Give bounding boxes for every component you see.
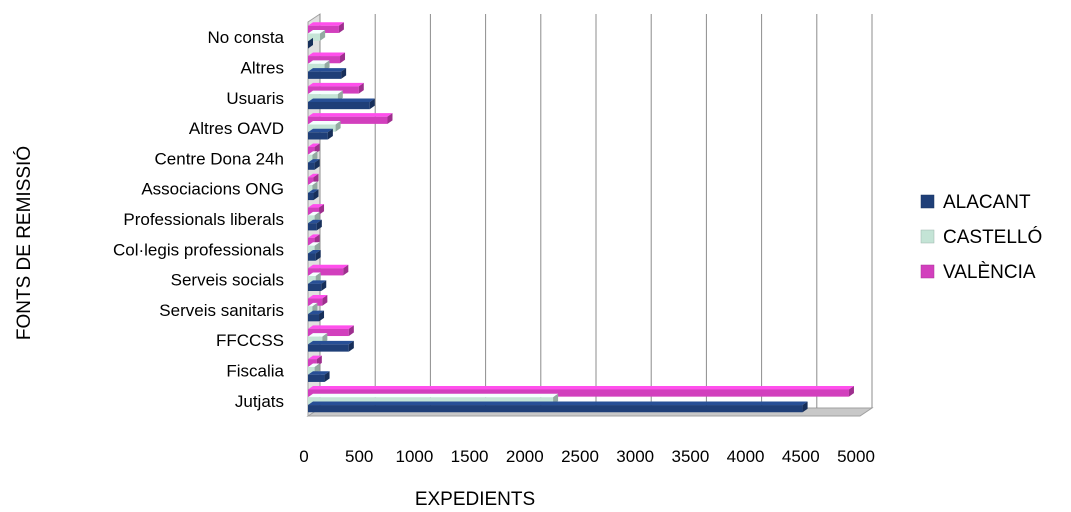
bar-alacant-centre-dona-24h: [308, 159, 320, 170]
bar-alacant-altres: [308, 68, 347, 79]
bar-alacant-usuaris: [308, 98, 375, 110]
x-tick-label: 3500: [671, 447, 709, 466]
legend-swatch-valencia: [920, 264, 935, 279]
x-tick-label: 2500: [561, 447, 599, 466]
x-tick-label: 2000: [506, 447, 544, 466]
category-label-usuaris: Usuaris: [226, 89, 284, 108]
bar-alacant-ffccss: [308, 340, 354, 352]
bars: [308, 22, 854, 413]
bar-alacant-jutjats: [308, 401, 808, 413]
category-label-professionals-liberals: Professionals liberals: [123, 210, 284, 229]
x-tick-label: 4000: [727, 447, 765, 466]
bar-valencia-altres: [308, 52, 346, 64]
category-label-associacions-ong: Associacions ONG: [141, 180, 284, 199]
bar-valencia-serveis-sanitaris: [308, 295, 328, 306]
bar-castello-altres-oavd: [308, 120, 341, 132]
bar-valencia-ffccss: [308, 325, 354, 337]
bar-alacant-professionals-liberals: [308, 219, 322, 231]
x-tick-label: 0: [299, 447, 308, 466]
x-tick-label: 3000: [616, 447, 654, 466]
legend-label-valencia: VALÈNCIA: [943, 262, 1036, 283]
bar-valencia-jutjats: [308, 385, 854, 397]
category-label-no-consta: No consta: [207, 28, 284, 47]
bar-valencia-usuaris: [308, 82, 364, 94]
bar-valencia-serveis-socials: [308, 264, 349, 276]
gridlines: [319, 14, 873, 408]
legend: ALACANT CASTELLÓ VALÈNCIA: [920, 192, 1042, 283]
x-tick-label: 1000: [395, 447, 433, 466]
bar-valencia-no-consta: [308, 22, 344, 33]
x-axis-title: EXPEDIENTS: [415, 489, 535, 510]
legend-label-alacant: ALACANT: [943, 192, 1031, 213]
category-labels: No consta Altres Usuaris Altres OAVD Centre …: [113, 28, 285, 411]
legend-swatch-alacant: [920, 194, 935, 209]
category-label-col-legis-professionals: Col·legis professionals: [113, 240, 284, 259]
category-label-centre-dona-24h: Centre Dona 24h: [155, 149, 284, 168]
bar-alacant-fiscalia: [308, 371, 330, 382]
plot-walls: [306, 13, 874, 417]
category-label-jutjats: Jutjats: [235, 392, 284, 411]
x-tick-label: 500: [345, 447, 373, 466]
category-label-fiscalia: Fiscalia: [226, 362, 284, 381]
bar-valencia-altres-oavd: [308, 113, 393, 124]
bar-valencia-professionals-liberals: [308, 204, 325, 215]
legend-swatch-castello: [920, 229, 935, 244]
bar-alacant-col-legis-professionals: [308, 250, 321, 261]
bar-alacant-serveis-socials: [308, 280, 327, 292]
legend-label-castello: CASTELLÓ: [943, 226, 1042, 248]
category-label-altres-oavd: Altres OAVD: [189, 119, 284, 138]
bar-alacant-no-consta: [308, 37, 313, 49]
x-tick-label: 5000: [837, 447, 875, 466]
category-label-altres: Altres: [241, 58, 284, 77]
category-label-ffccss: FFCCSS: [216, 331, 284, 350]
x-tick-labels: 0 500 1000 1500 2000 2500 3000 3500 4000 4500 5000: [299, 447, 875, 466]
y-axis-title: FONTS DE REMISSIÓ: [13, 146, 35, 340]
x-tick-label: 4500: [782, 447, 820, 466]
x-tick-label: 1500: [451, 447, 489, 466]
category-label-serveis-socials: Serveis socials: [171, 271, 284, 290]
bar-alacant-associacions-ong: [308, 189, 319, 201]
bar-alacant-serveis-sanitaris: [308, 310, 325, 322]
bar-castello-no-consta: [308, 30, 326, 41]
category-label-serveis-sanitaris: Serveis sanitaris: [159, 301, 284, 320]
bar-alacant-altres-oavd: [308, 128, 333, 140]
